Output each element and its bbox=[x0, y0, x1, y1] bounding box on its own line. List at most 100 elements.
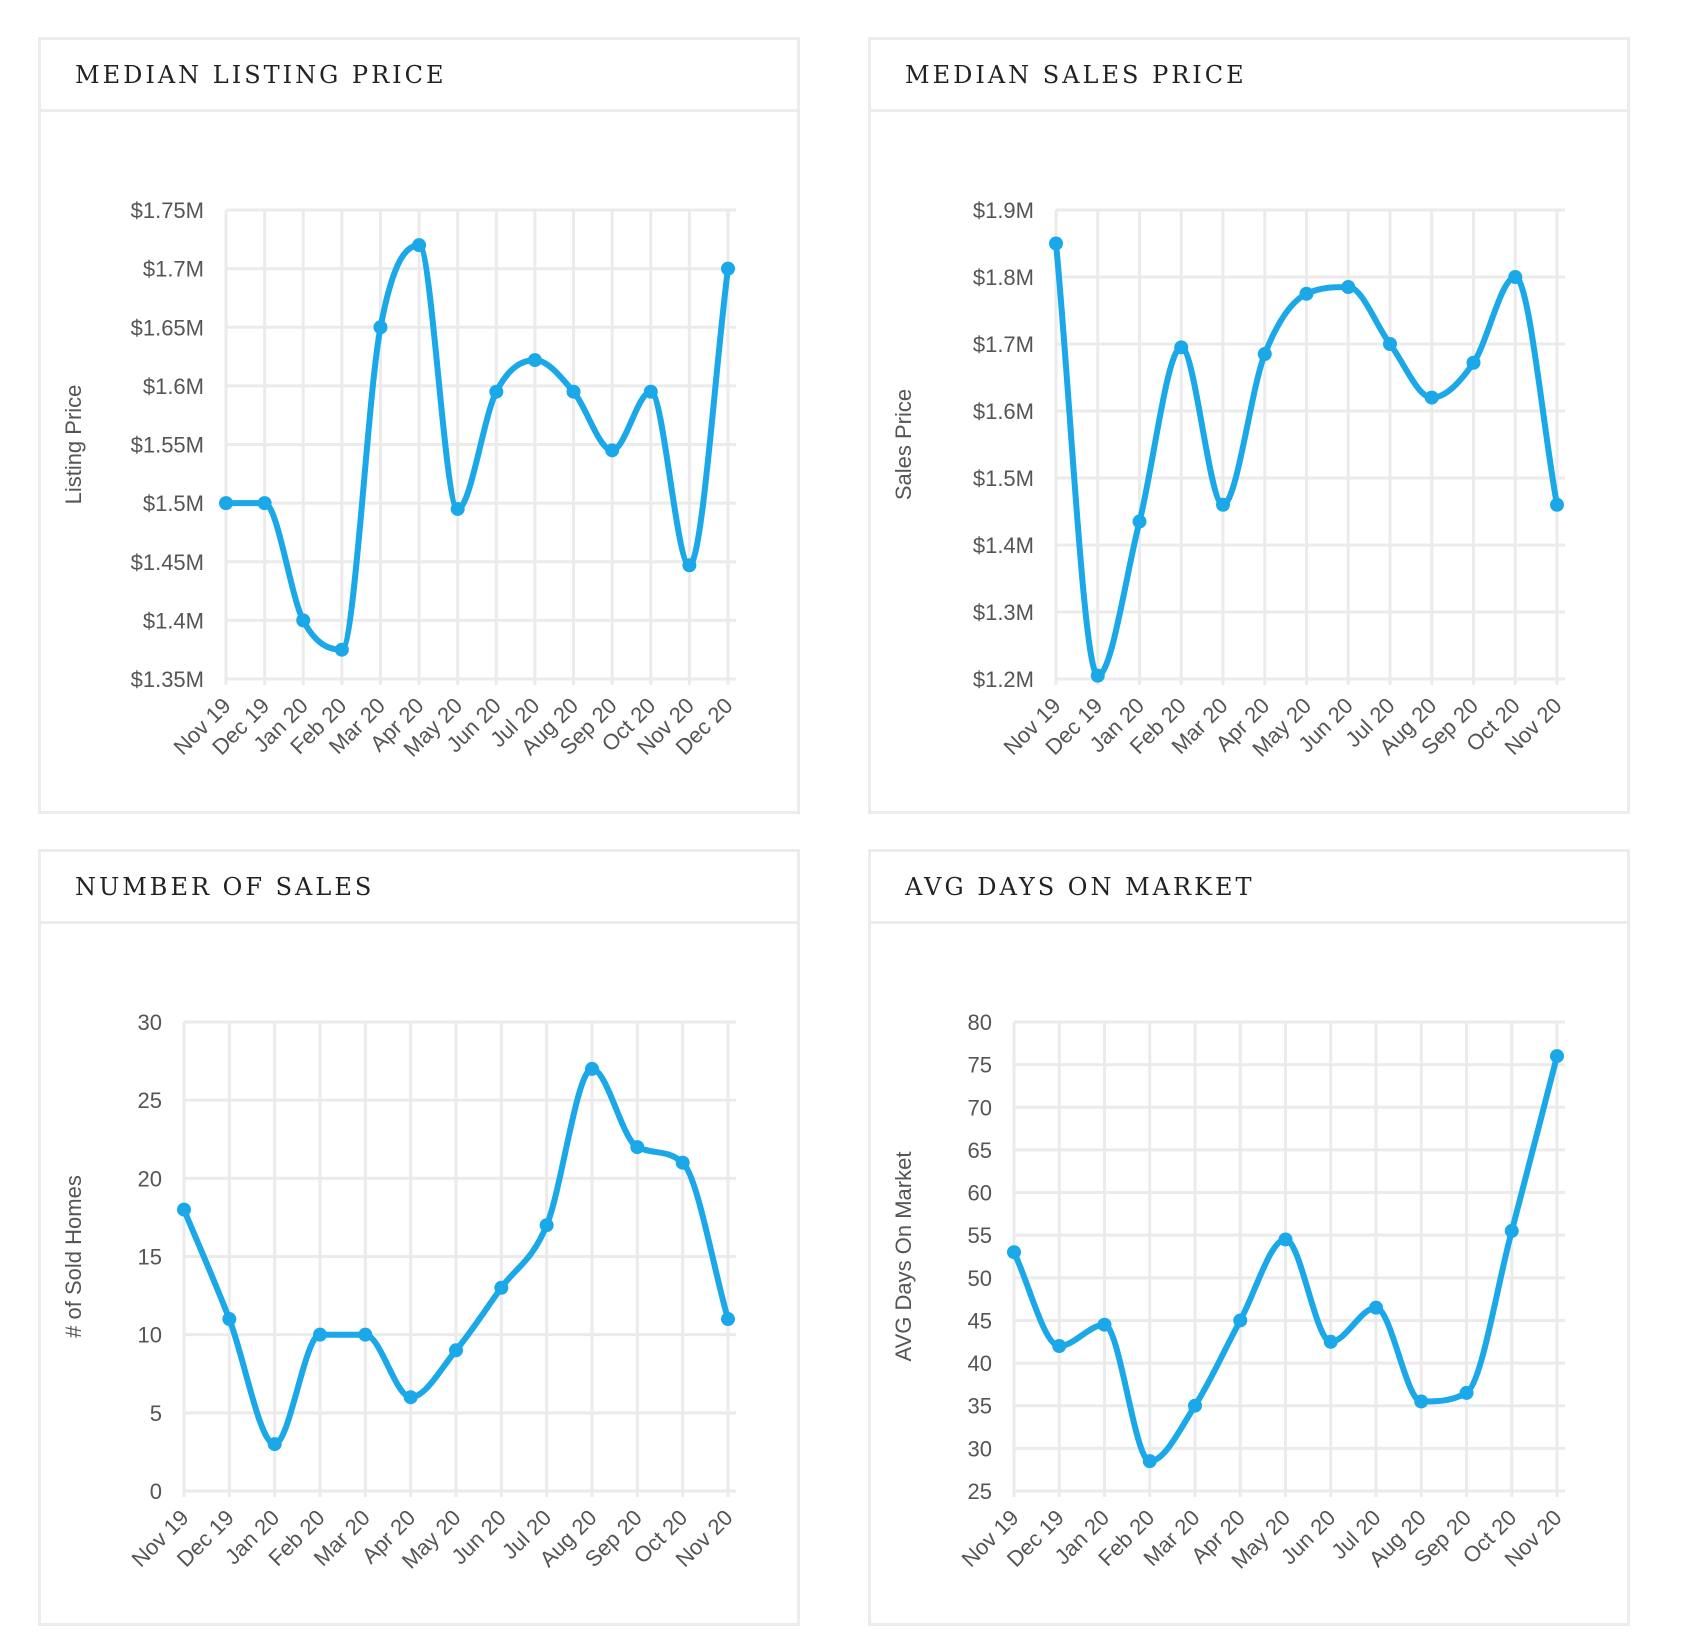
data-point bbox=[373, 320, 388, 335]
data-point bbox=[177, 1202, 191, 1217]
grid bbox=[1054, 208, 1565, 685]
y-tick-label: $1.6M bbox=[143, 374, 204, 399]
y-tick-label: $1.9M bbox=[973, 198, 1034, 223]
data-point bbox=[605, 443, 620, 458]
data-point bbox=[257, 496, 272, 511]
data-point bbox=[412, 238, 427, 253]
y-tick-label: 80 bbox=[968, 1010, 992, 1035]
y-tick-label: 5 bbox=[150, 1401, 162, 1426]
y-tick-label: $1.4M bbox=[143, 608, 204, 633]
y-tick-label: 35 bbox=[968, 1394, 992, 1419]
data-point bbox=[1414, 1394, 1429, 1409]
data-point bbox=[334, 642, 349, 657]
data-point bbox=[1508, 270, 1523, 284]
y-tick-label: $1.3M bbox=[973, 600, 1034, 625]
y-tick-label: $1.8M bbox=[973, 265, 1034, 290]
y-tick-label: 0 bbox=[150, 1479, 162, 1504]
y-tick-label: 60 bbox=[968, 1181, 992, 1206]
data-point bbox=[358, 1327, 373, 1342]
data-point bbox=[1299, 286, 1314, 301]
chart-median-listing-price: $1.35M $1.4M $1.45M $1.5M $1.55M $1.6M $1.65M $… bbox=[61, 198, 738, 762]
data-point bbox=[1132, 514, 1147, 529]
y-tick-label: 65 bbox=[968, 1138, 992, 1163]
series-line bbox=[1011, 1053, 1560, 1465]
data-point bbox=[721, 1312, 735, 1327]
y-tick-label: 15 bbox=[138, 1245, 162, 1270]
data-point bbox=[1174, 340, 1189, 355]
data-point bbox=[1097, 1317, 1112, 1332]
grid bbox=[1012, 1020, 1565, 1497]
data-point bbox=[403, 1390, 418, 1405]
card-header: AVG DAYS ON MARKET bbox=[871, 852, 1627, 924]
data-point bbox=[1090, 668, 1105, 683]
series-line bbox=[223, 242, 731, 653]
y-tick-label: 30 bbox=[138, 1010, 162, 1035]
chart-title: MEDIAN SALES PRICE bbox=[905, 60, 1247, 89]
card-header: NUMBER OF SALES bbox=[41, 852, 797, 924]
data-point bbox=[1007, 1245, 1021, 1260]
chart-card-median-sales-price: MEDIAN SALES PRICE $1.2M $1.3M $1.4M $1.5M $… bbox=[868, 37, 1630, 814]
data-point bbox=[1550, 497, 1564, 512]
chart-title: AVG DAYS ON MARKET bbox=[905, 872, 1255, 901]
data-point bbox=[630, 1140, 645, 1155]
data-point bbox=[1188, 1398, 1202, 1413]
grid bbox=[224, 208, 736, 685]
y-tick-label: $1.45M bbox=[131, 550, 204, 575]
y-tick-label: 45 bbox=[968, 1308, 992, 1333]
y-tick-label: $1.75M bbox=[131, 198, 204, 223]
y-tick-label: $1.2M bbox=[973, 667, 1034, 692]
data-point bbox=[527, 353, 542, 368]
grid bbox=[182, 1020, 736, 1497]
data-point bbox=[1550, 1049, 1564, 1064]
y-tick-label: $1.7M bbox=[143, 257, 204, 282]
data-point bbox=[494, 1280, 509, 1295]
y-tick-label: 55 bbox=[968, 1223, 992, 1248]
y-tick-label: $1.55M bbox=[131, 433, 204, 458]
data-point bbox=[585, 1061, 599, 1076]
chart-title: MEDIAN LISTING PRICE bbox=[75, 60, 447, 89]
data-point bbox=[1369, 1300, 1383, 1315]
chart-card-median-listing-price: MEDIAN LISTING PRICE $1.35M $1.4M $1.45M $1… bbox=[38, 37, 800, 814]
data-point bbox=[489, 384, 504, 399]
data-point bbox=[682, 558, 697, 573]
data-point bbox=[313, 1327, 327, 1342]
data-point bbox=[1459, 1385, 1474, 1400]
chart-title: NUMBER OF SALES bbox=[75, 872, 375, 901]
data-point bbox=[449, 1343, 463, 1358]
data-point bbox=[566, 384, 581, 399]
card-header: MEDIAN SALES PRICE bbox=[871, 40, 1627, 112]
data-point bbox=[1323, 1334, 1338, 1349]
y-tick-label: $1.5M bbox=[973, 466, 1034, 491]
data-point bbox=[1049, 236, 1063, 251]
y-tick-label: 25 bbox=[968, 1479, 992, 1504]
y-tick-label: $1.65M bbox=[131, 315, 204, 340]
y-tick-label: $1.6M bbox=[973, 399, 1034, 424]
y-tick-label: $1.5M bbox=[143, 491, 204, 516]
chart-card-avg-days-on-market: AVG DAYS ON MARKET 25 30 35 40 45 50 55 60 65 70 7… bbox=[868, 849, 1630, 1626]
y-axis-title: AVG Days On Market bbox=[891, 1152, 916, 1362]
y-tick-label: $1.7M bbox=[973, 332, 1034, 357]
y-tick-label: 20 bbox=[138, 1166, 162, 1191]
data-point bbox=[1142, 1454, 1157, 1469]
y-tick-label: 10 bbox=[138, 1323, 162, 1348]
data-point bbox=[1278, 1232, 1293, 1247]
y-tick-label: 40 bbox=[968, 1351, 992, 1376]
data-point bbox=[1216, 497, 1230, 512]
data-point bbox=[539, 1218, 554, 1233]
data-point bbox=[643, 384, 658, 399]
y-tick-label: 30 bbox=[968, 1436, 992, 1461]
data-point bbox=[1341, 280, 1356, 295]
y-axis-title: Listing Price bbox=[61, 385, 86, 505]
data-point bbox=[267, 1437, 282, 1452]
data-point bbox=[1383, 337, 1397, 351]
data-point bbox=[1504, 1223, 1519, 1238]
data-point bbox=[1233, 1313, 1248, 1328]
data-point bbox=[450, 501, 465, 516]
data-point bbox=[675, 1155, 690, 1170]
y-tick-label: 25 bbox=[138, 1088, 162, 1113]
data-point bbox=[219, 496, 233, 511]
data-point bbox=[296, 613, 311, 628]
y-axis-title: Sales Price bbox=[891, 389, 916, 500]
